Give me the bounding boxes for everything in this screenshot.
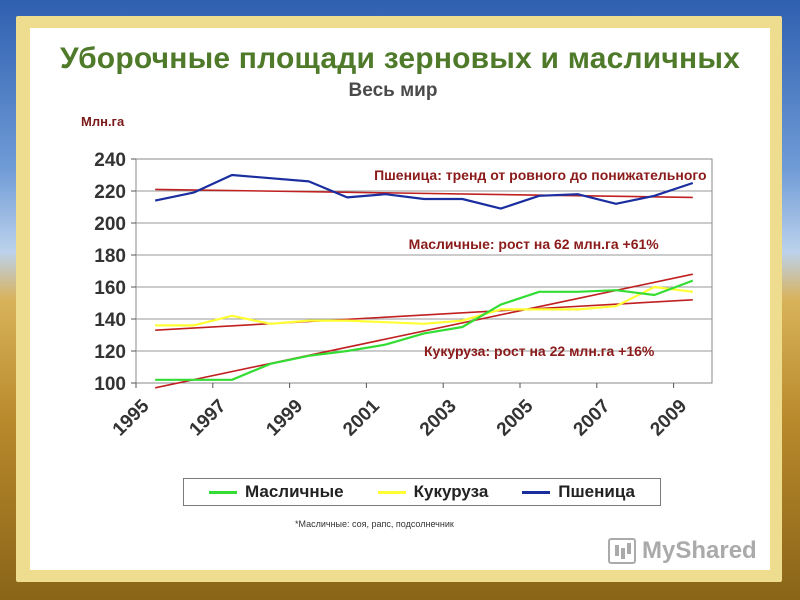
chart-legend: Масличные Кукуруза Пшеница [183, 478, 661, 506]
x-tick-label: 2003 [416, 396, 461, 441]
watermark: MyShared [608, 537, 757, 565]
legend-swatch-oilseeds [209, 490, 237, 494]
slide-title: Уборочные площади зерновых и масличных [59, 42, 741, 75]
slide-subtitle: Весь мир [0, 80, 800, 102]
chart-logo-icon [608, 538, 636, 564]
footnote: *Масличные: соя, рапс, подсолнечник [295, 519, 454, 529]
y-tick-label: 160 [94, 278, 126, 299]
x-tick-label: 2007 [570, 396, 615, 441]
x-tick-label: 1995 [109, 395, 154, 440]
trendline [155, 273, 693, 389]
legend-item-corn: Кукуруза [377, 482, 489, 502]
y-tick-label: 140 [94, 310, 126, 331]
series-line-oilseeds [155, 279, 694, 381]
y-tick-label: 120 [94, 342, 126, 363]
trendline [155, 299, 693, 331]
chart-annotation: Масличные: рост на 62 млн.га +61% [409, 236, 660, 252]
legend-label-wheat: Пшеница [558, 482, 635, 501]
watermark-text: MyShared [642, 537, 757, 564]
trendline [155, 188, 693, 199]
series-line-corn [155, 285, 693, 327]
y-tick-label: 220 [94, 182, 126, 203]
y-tick-label: 240 [94, 150, 126, 171]
legend-swatch-corn [377, 490, 406, 494]
series-line-wheat [154, 173, 694, 210]
y-axis-unit: Млн.га [81, 114, 125, 129]
y-tick-label: 100 [94, 374, 126, 395]
y-tick-label: 180 [94, 246, 126, 267]
x-tick-label: 1999 [262, 396, 307, 441]
y-tick-label: 200 [94, 214, 126, 235]
legend-label-oilseeds: Масличные [245, 482, 344, 501]
x-tick-label: 1997 [186, 396, 231, 441]
legend-item-wheat: Пшеница [522, 482, 635, 502]
legend-item-oilseeds: Масличные [209, 482, 344, 502]
chart-annotation: Пшеница: тренд от ровного до понижательн… [374, 167, 707, 183]
legend-swatch-wheat [522, 490, 551, 494]
x-tick-label: 2005 [493, 395, 538, 440]
x-tick-label: 2009 [646, 396, 691, 441]
legend-label-corn: Кукуруза [413, 482, 489, 501]
chart-annotation: Кукуруза: рост на 22 млн.га +16% [424, 343, 655, 359]
subtitle-text: Весь мир [348, 80, 438, 101]
x-tick-label: 2001 [339, 395, 384, 440]
